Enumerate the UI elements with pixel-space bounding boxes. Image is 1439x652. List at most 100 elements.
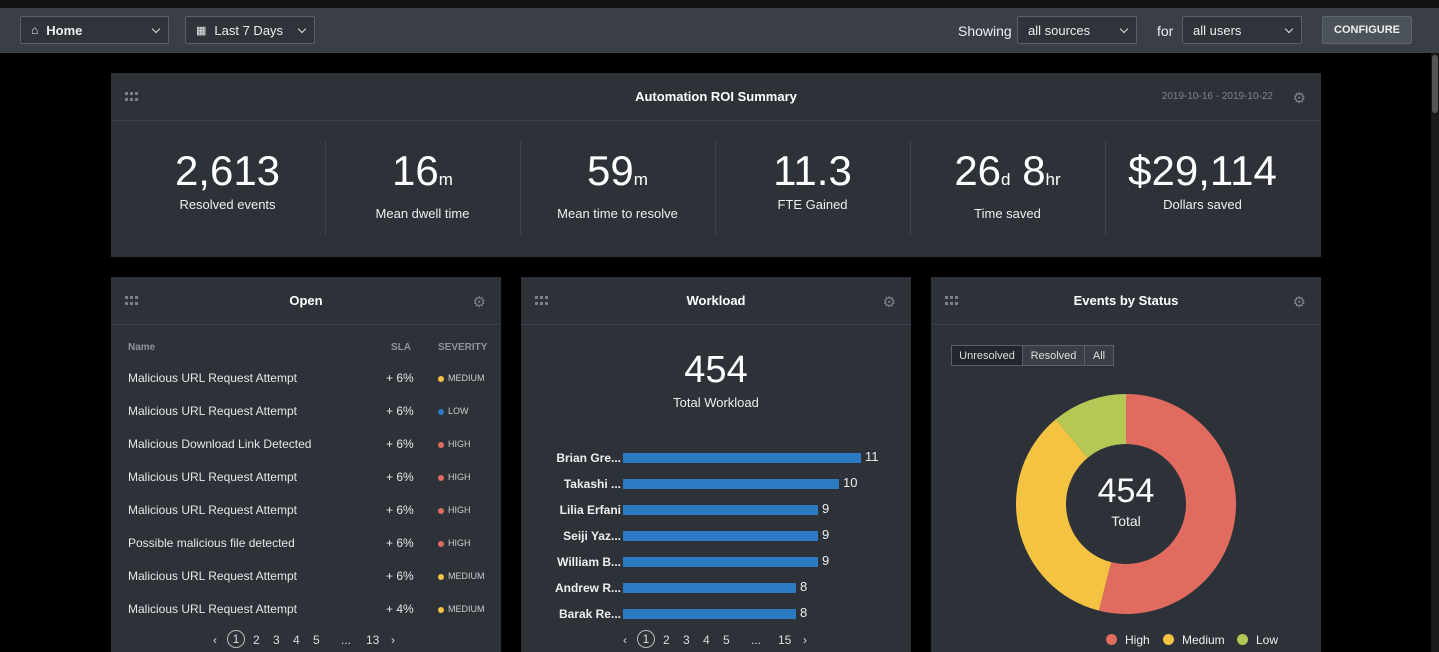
calendar-icon: ▦ bbox=[196, 24, 207, 37]
severity-dot bbox=[438, 508, 444, 514]
row-name: Malicious URL Request Attempt bbox=[128, 404, 297, 418]
divider bbox=[715, 141, 716, 235]
prev-page-button[interactable]: ‹ bbox=[623, 633, 627, 647]
workload-bar-row[interactable]: Lilia Erfani 9 bbox=[521, 501, 911, 521]
assignee-name: William B... bbox=[557, 555, 621, 569]
home-dropdown[interactable]: ⌂ Home bbox=[20, 16, 169, 44]
divider bbox=[325, 141, 326, 235]
legend-label: High bbox=[1125, 633, 1150, 647]
column-header-sla[interactable]: SLA bbox=[391, 342, 411, 353]
workload-value: 8 bbox=[800, 579, 808, 594]
users-dropdown[interactable]: all users bbox=[1182, 16, 1302, 44]
table-row[interactable]: Possible malicious file detected + 6% HIGH bbox=[111, 527, 501, 560]
assignee-name: Takashi ... bbox=[563, 477, 621, 491]
tab-unresolved[interactable]: Unresolved bbox=[951, 345, 1023, 366]
panel-title: Automation ROI Summary bbox=[635, 89, 797, 104]
assignee-name: Brian Gre... bbox=[556, 451, 621, 465]
workload-bar-row[interactable]: William B... 9 bbox=[521, 553, 911, 573]
severity-dot bbox=[438, 475, 444, 481]
pagination-ellipsis: ... bbox=[341, 633, 352, 647]
severity-dot bbox=[438, 574, 444, 580]
workload-bar-row[interactable]: Brian Gre... 11 bbox=[521, 449, 911, 469]
workload-bar-row[interactable]: Takashi ... 10 bbox=[521, 475, 911, 495]
table-row[interactable]: Malicious URL Request Attempt + 6% HIGH bbox=[111, 461, 501, 494]
page-button[interactable]: 2 bbox=[663, 633, 670, 647]
panel-header: Events by Status ⚙ bbox=[931, 277, 1321, 325]
next-page-button[interactable]: › bbox=[391, 633, 395, 647]
page-button[interactable]: 3 bbox=[273, 633, 280, 647]
page-button[interactable]: 4 bbox=[703, 633, 710, 647]
prev-page-button[interactable]: ‹ bbox=[213, 633, 217, 647]
page-scrollbar[interactable] bbox=[1431, 53, 1439, 652]
stat-value: 26d 8hr bbox=[954, 147, 1061, 194]
scrollbar-thumb[interactable] bbox=[1432, 55, 1438, 113]
drag-handle-icon[interactable] bbox=[125, 92, 139, 102]
legend-label: Low bbox=[1256, 633, 1279, 647]
home-label: Home bbox=[46, 22, 83, 38]
drag-handle-icon[interactable] bbox=[535, 296, 549, 306]
page-button-current[interactable]: 1 bbox=[227, 630, 245, 648]
workload-value: 9 bbox=[822, 527, 830, 542]
users-value: all users bbox=[1193, 22, 1242, 38]
row-sla: + 4% bbox=[386, 602, 414, 616]
row-name: Malicious URL Request Attempt bbox=[128, 371, 297, 385]
page-button-last[interactable]: 13 bbox=[366, 633, 380, 647]
drag-handle-icon[interactable] bbox=[945, 296, 959, 306]
divider bbox=[520, 141, 521, 235]
workload-bar bbox=[623, 479, 839, 489]
panel-title: Open bbox=[289, 293, 323, 308]
severity-dot bbox=[438, 376, 444, 382]
row-severity: MEDIUM bbox=[448, 604, 485, 614]
home-icon: ⌂ bbox=[31, 23, 39, 37]
workload-bar bbox=[623, 609, 796, 619]
stat-value: 59m bbox=[587, 147, 648, 194]
chevron-down-icon bbox=[297, 24, 307, 34]
assignee-name: Lilia Erfani bbox=[559, 503, 621, 517]
page-button-current[interactable]: 1 bbox=[637, 630, 655, 648]
page-button[interactable]: 2 bbox=[253, 633, 260, 647]
table-row[interactable]: Malicious URL Request Attempt + 6% HIGH bbox=[111, 494, 501, 527]
row-name: Malicious URL Request Attempt bbox=[128, 569, 297, 583]
table-row[interactable]: Malicious URL Request Attempt + 6% MEDIUM bbox=[111, 560, 501, 593]
sources-dropdown[interactable]: all sources bbox=[1017, 16, 1137, 44]
drag-handle-icon[interactable] bbox=[125, 296, 139, 306]
severity-dot bbox=[438, 607, 444, 613]
window-top-strip bbox=[0, 0, 1439, 8]
severity-dot bbox=[438, 409, 444, 415]
row-sla: + 6% bbox=[386, 371, 414, 385]
gear-icon[interactable]: ⚙ bbox=[1292, 90, 1306, 107]
column-header-severity[interactable]: SEVERITY bbox=[438, 342, 488, 353]
page-button[interactable]: 5 bbox=[723, 633, 730, 647]
gear-icon[interactable]: ⚙ bbox=[1292, 294, 1306, 311]
tab-resolved[interactable]: Resolved bbox=[1022, 345, 1085, 366]
configure-button[interactable]: CONFIGURE bbox=[1322, 16, 1412, 44]
donut-slice-low[interactable] bbox=[1055, 394, 1126, 458]
gear-icon[interactable]: ⚙ bbox=[882, 294, 896, 311]
gear-icon[interactable]: ⚙ bbox=[472, 294, 486, 311]
pagination-ellipsis: ... bbox=[751, 633, 762, 647]
page-button-last[interactable]: 15 bbox=[778, 633, 792, 647]
workload-bar-row[interactable]: Andrew R... 8 bbox=[521, 579, 911, 599]
donut-slice-high[interactable] bbox=[1098, 394, 1236, 614]
assignee-name: Andrew R... bbox=[554, 581, 621, 595]
next-page-button[interactable]: › bbox=[803, 633, 807, 647]
row-name: Malicious URL Request Attempt bbox=[128, 470, 297, 484]
toolbar: ⌂ Home ▦ Last 7 Days Showing all sources… bbox=[0, 8, 1439, 53]
workload-bar-row[interactable]: Barak Re... 8 bbox=[521, 605, 911, 625]
page-button[interactable]: 5 bbox=[313, 633, 320, 647]
donut-slice-medium[interactable] bbox=[1016, 419, 1112, 611]
panel-title: Events by Status bbox=[1073, 293, 1179, 308]
workload-bar-row[interactable]: Seiji Yaz... 9 bbox=[521, 527, 911, 547]
table-row[interactable]: Malicious URL Request Attempt + 6% MEDIUM bbox=[111, 362, 501, 395]
page-button[interactable]: 4 bbox=[293, 633, 300, 647]
table-row[interactable]: Malicious Download Link Detected + 6% HIGH bbox=[111, 428, 501, 461]
tab-all[interactable]: All bbox=[1084, 345, 1114, 366]
column-header-name[interactable]: Name bbox=[128, 342, 156, 353]
page-button[interactable]: 3 bbox=[683, 633, 690, 647]
showing-label: Showing bbox=[958, 23, 1012, 39]
legend-swatch bbox=[1106, 634, 1117, 645]
date-range-dropdown[interactable]: ▦ Last 7 Days bbox=[185, 16, 315, 44]
table-row[interactable]: Malicious URL Request Attempt + 4% MEDIUM bbox=[111, 593, 501, 626]
legend-label: Medium bbox=[1182, 633, 1225, 647]
table-row[interactable]: Malicious URL Request Attempt + 6% LOW bbox=[111, 395, 501, 428]
